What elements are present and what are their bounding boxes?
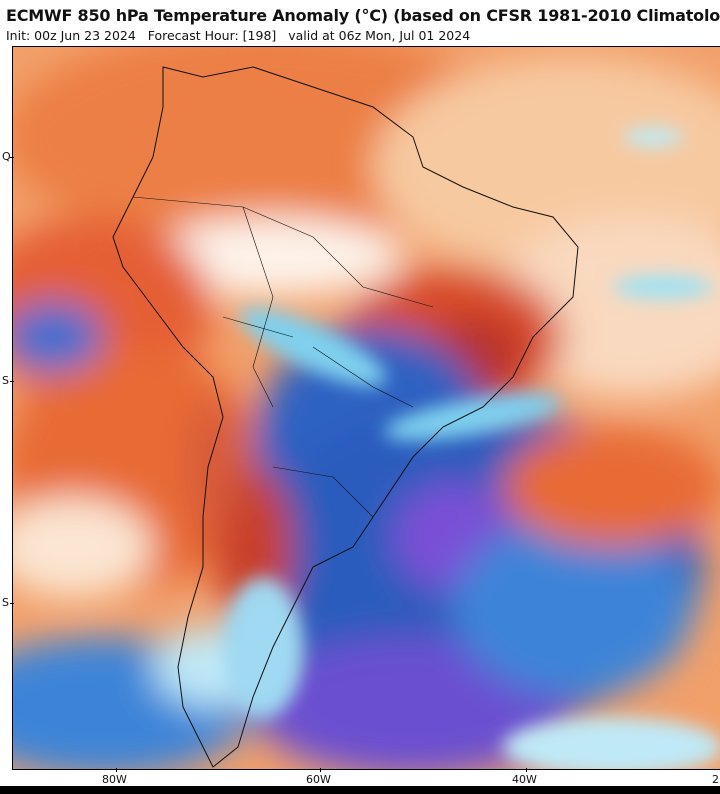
lon-label: 2 xyxy=(712,773,719,786)
lat-tick xyxy=(10,157,14,158)
lat-label: S xyxy=(2,374,9,387)
anomaly-map xyxy=(12,46,720,770)
valid-time: valid at 06z Mon, Jul 01 2024 xyxy=(288,28,471,43)
lon-label: 40W xyxy=(512,773,537,786)
lat-tick xyxy=(10,381,14,382)
lat-tick xyxy=(10,603,14,604)
map-subtitle: Init: 00z Jun 23 2024 Forecast Hour: [19… xyxy=(6,28,470,43)
lon-tick xyxy=(526,768,527,772)
lat-label: Q xyxy=(2,150,11,163)
anomaly-shading xyxy=(13,47,720,769)
lon-tick xyxy=(116,768,117,772)
forecast-hour: Forecast Hour: [198] xyxy=(147,28,277,43)
south-america-outline xyxy=(112,66,579,768)
coastlines xyxy=(112,66,579,768)
bottom-rule xyxy=(0,786,720,794)
init-time: Init: 00z Jun 23 2024 xyxy=(6,28,136,43)
lon-label: 60W xyxy=(306,773,331,786)
lat-label: S xyxy=(2,596,9,609)
lon-label: 80W xyxy=(102,773,127,786)
map-title: ECMWF 850 hPa Temperature Anomaly (°C) (… xyxy=(6,6,720,25)
country-borders xyxy=(132,196,434,518)
anomaly-map-svg xyxy=(13,47,720,769)
lon-tick xyxy=(320,768,321,772)
